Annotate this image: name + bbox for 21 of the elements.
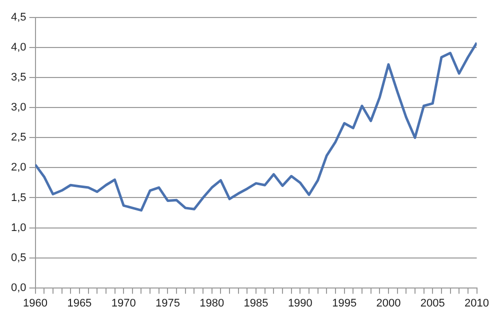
y-tick-label: 2,5 [10, 132, 26, 144]
x-tick-label: 1960 [23, 297, 48, 310]
y-tick-label: 3,5 [10, 72, 26, 84]
x-tick-label: 1975 [155, 297, 180, 310]
y-tick-label: 3,0 [10, 102, 26, 114]
x-tick-label: 2010 [464, 297, 490, 310]
x-tick-label: 1990 [288, 297, 312, 310]
y-tick-label: 1,5 [10, 192, 26, 204]
y-tick-label: 0,5 [10, 252, 26, 264]
x-tick-label: 2000 [376, 297, 401, 310]
x-tick-label: 1985 [244, 297, 268, 310]
y-tick-label: 0,0 [10, 282, 26, 294]
y-tick-label: 2,0 [10, 162, 26, 174]
x-tick-label: 1980 [200, 297, 224, 310]
y-tick-label: 4,5 [10, 12, 26, 24]
y-tick-label: 1,0 [10, 222, 26, 234]
x-tick-label: 2005 [420, 297, 445, 310]
x-tick-label: 1970 [111, 297, 136, 310]
y-tick-label: 4,0 [10, 42, 26, 54]
x-tick-label: 1995 [332, 297, 357, 310]
x-tick-label: 1965 [67, 297, 92, 310]
